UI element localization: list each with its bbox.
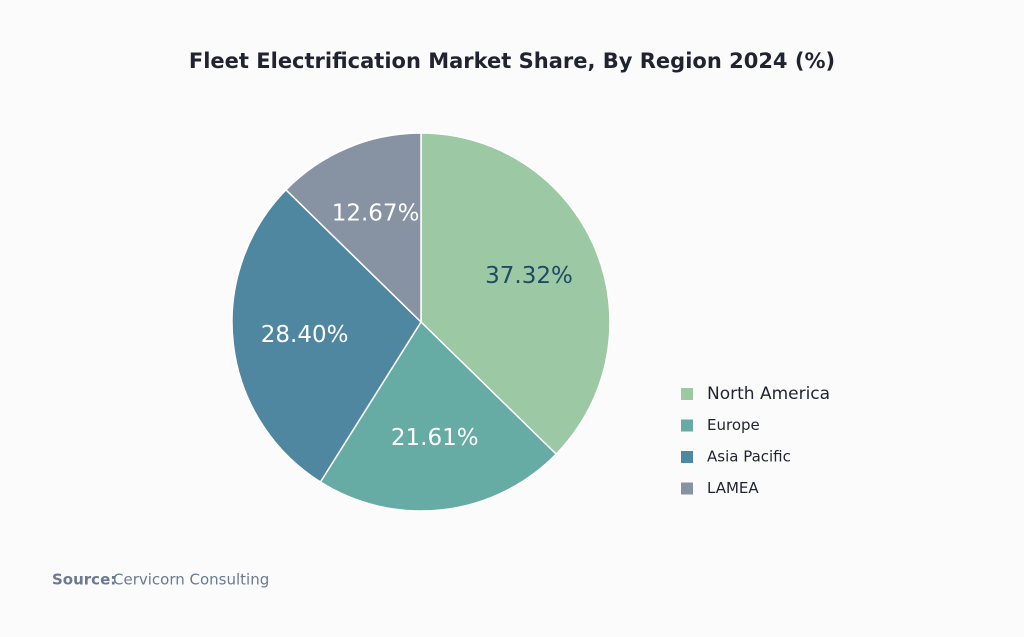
legend-label: Europe	[707, 416, 760, 434]
legend-label: North America	[707, 384, 830, 404]
pie-slice	[284, 132, 422, 324]
source: Cervicorn Consulting	[113, 571, 269, 589]
source-label: Source:	[52, 571, 116, 589]
legend-swatch	[681, 451, 693, 463]
data-label: 21.61%	[391, 425, 479, 451]
legend-label: LAMEA	[707, 479, 759, 497]
data-label: 12.67%	[332, 200, 420, 226]
legend-swatch	[681, 388, 693, 400]
data-label: 37.32%	[485, 263, 573, 289]
legend-swatch	[681, 419, 693, 432]
pie-slice	[231, 188, 422, 484]
pie-slice	[420, 132, 611, 456]
legend-swatch	[681, 482, 693, 495]
pie-slice	[319, 320, 558, 512]
chart-title: Fleet Electrification Market Share, By R…	[189, 49, 835, 73]
legend-label: Asia Pacific	[707, 448, 791, 466]
data-label: 28.40%	[261, 322, 349, 348]
